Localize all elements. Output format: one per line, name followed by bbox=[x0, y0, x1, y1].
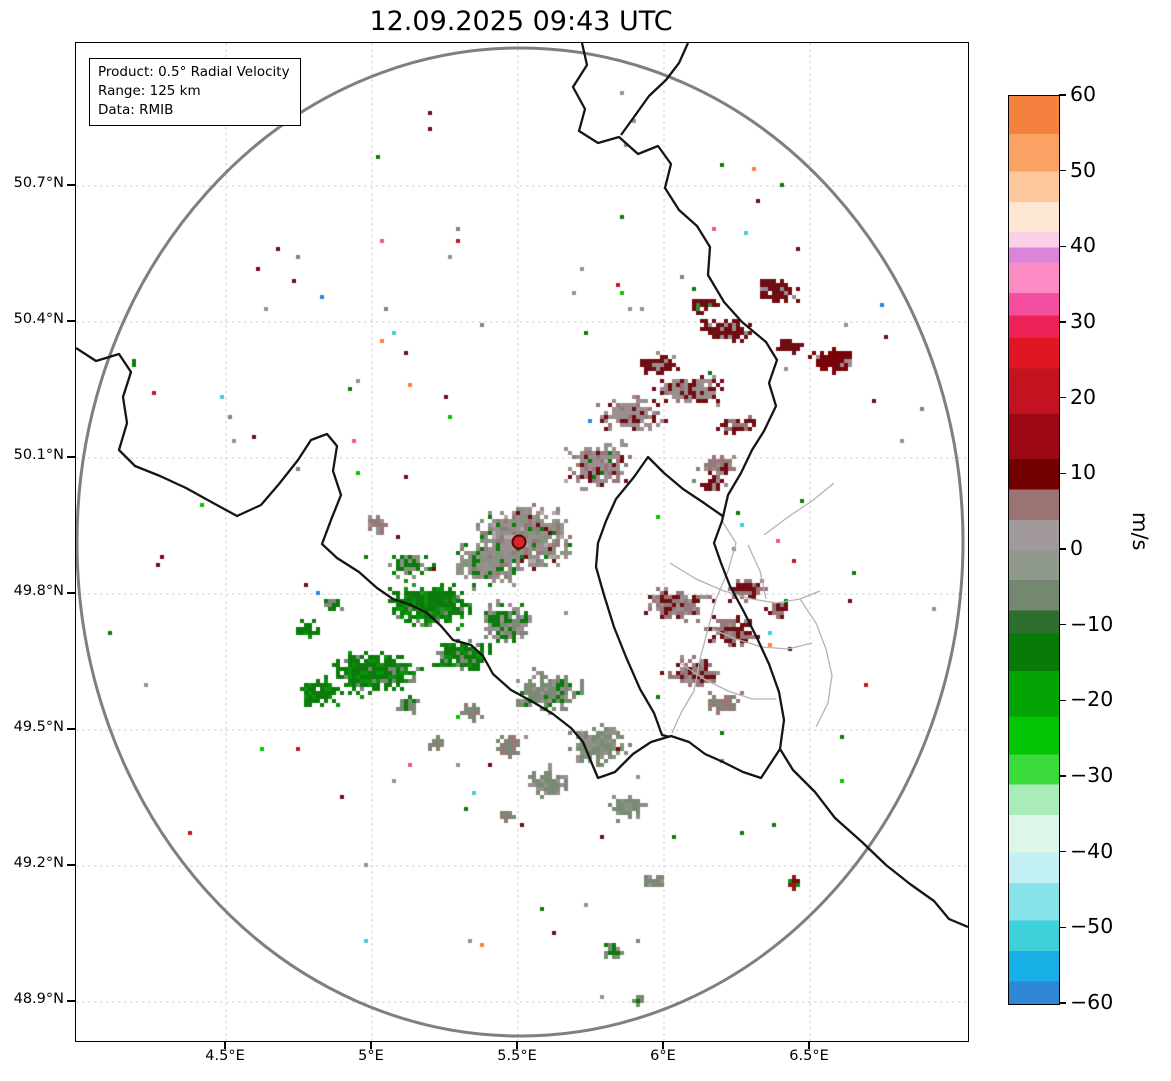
colorbar-tick-label: −50 bbox=[1070, 914, 1114, 939]
y-tick-label: 50.4°N bbox=[13, 311, 64, 327]
colorbar-tick-mark bbox=[1059, 94, 1066, 96]
colorbar-tick-label: 60 bbox=[1070, 82, 1097, 106]
province-borders bbox=[669, 482, 835, 734]
x-tick-label: 6°E bbox=[650, 1048, 676, 1064]
y-tick-mark bbox=[67, 592, 75, 594]
y-tick-label: 49.2°N bbox=[13, 855, 64, 871]
country-borders bbox=[76, 43, 968, 929]
colorbar-tick-label: −40 bbox=[1070, 838, 1114, 863]
info-box: Product: 0.5° Radial Velocity Range: 125… bbox=[89, 58, 301, 127]
y-tick-label: 50.1°N bbox=[13, 447, 64, 463]
colorbar-tick-label: −60 bbox=[1070, 990, 1114, 1014]
colorbar-tick-label: −30 bbox=[1070, 763, 1114, 787]
y-tick-mark bbox=[67, 456, 75, 458]
colorbar-tick-mark bbox=[1059, 472, 1066, 475]
map-borders-overlay bbox=[76, 43, 968, 929]
colorbar-tick-mark bbox=[1059, 699, 1066, 702]
colorbar-tick-label: 40 bbox=[1070, 233, 1097, 258]
y-tick-mark bbox=[67, 728, 75, 730]
colorbar-tick-mark bbox=[1059, 396, 1066, 399]
x-tick-label: 5.5°E bbox=[497, 1048, 537, 1064]
x-tick-label: 5°E bbox=[358, 1048, 384, 1064]
map-plot: Product: 0.5° Radial Velocity Range: 125… bbox=[75, 42, 969, 1042]
colorbar-tick-label: 0 bbox=[1070, 536, 1084, 560]
colorbar-tick-label: −20 bbox=[1070, 687, 1114, 712]
y-tick-label: 49.8°N bbox=[13, 583, 64, 599]
colorbar bbox=[1008, 95, 1060, 1005]
y-tick-mark bbox=[67, 184, 75, 186]
colorbar-tick-mark bbox=[1059, 850, 1066, 853]
x-tick-mark bbox=[662, 1041, 664, 1049]
y-tick-mark bbox=[67, 320, 75, 322]
info-line-product: Product: 0.5° Radial Velocity bbox=[98, 64, 290, 80]
colorbar-tick-label: 50 bbox=[1070, 157, 1097, 182]
info-line-range: Range: 125 km bbox=[98, 83, 201, 100]
colorbar-tick-label: 30 bbox=[1070, 309, 1097, 333]
y-tick-mark bbox=[67, 1000, 75, 1002]
colorbar-tick-mark bbox=[1059, 623, 1066, 626]
colorbar-unit-label: m/s bbox=[1128, 512, 1152, 551]
colorbar-tick-mark bbox=[1059, 1002, 1066, 1004]
colorbar-tick-mark bbox=[1059, 321, 1066, 323]
x-tick-label: 4.5°E bbox=[205, 1048, 245, 1064]
y-tick-label: 48.9°N bbox=[13, 991, 64, 1007]
y-tick-label: 49.5°N bbox=[13, 719, 64, 735]
figure-title: 12.09.2025 09:43 UTC bbox=[369, 6, 673, 37]
colorbar-tick-label: 10 bbox=[1070, 460, 1097, 485]
colorbar-tick-mark bbox=[1059, 548, 1066, 550]
colorbar-tick-mark bbox=[1059, 169, 1066, 172]
info-line-source: Data: RMIB bbox=[98, 102, 174, 119]
colorbar-tick-mark bbox=[1059, 245, 1066, 248]
colorbar-tick-label: −10 bbox=[1070, 611, 1114, 636]
radar-site-marker bbox=[511, 534, 527, 550]
x-tick-mark bbox=[224, 1041, 226, 1049]
x-tick-label: 6.5°E bbox=[789, 1048, 829, 1064]
y-tick-label: 50.7°N bbox=[13, 175, 64, 191]
x-tick-mark bbox=[808, 1041, 810, 1049]
colorbar-tick-mark bbox=[1059, 775, 1066, 777]
colorbar-tick-label: 20 bbox=[1070, 384, 1097, 409]
y-tick-mark bbox=[67, 864, 75, 866]
x-tick-mark bbox=[516, 1041, 518, 1049]
x-tick-mark bbox=[370, 1041, 372, 1049]
colorbar-tick-mark bbox=[1059, 926, 1066, 929]
